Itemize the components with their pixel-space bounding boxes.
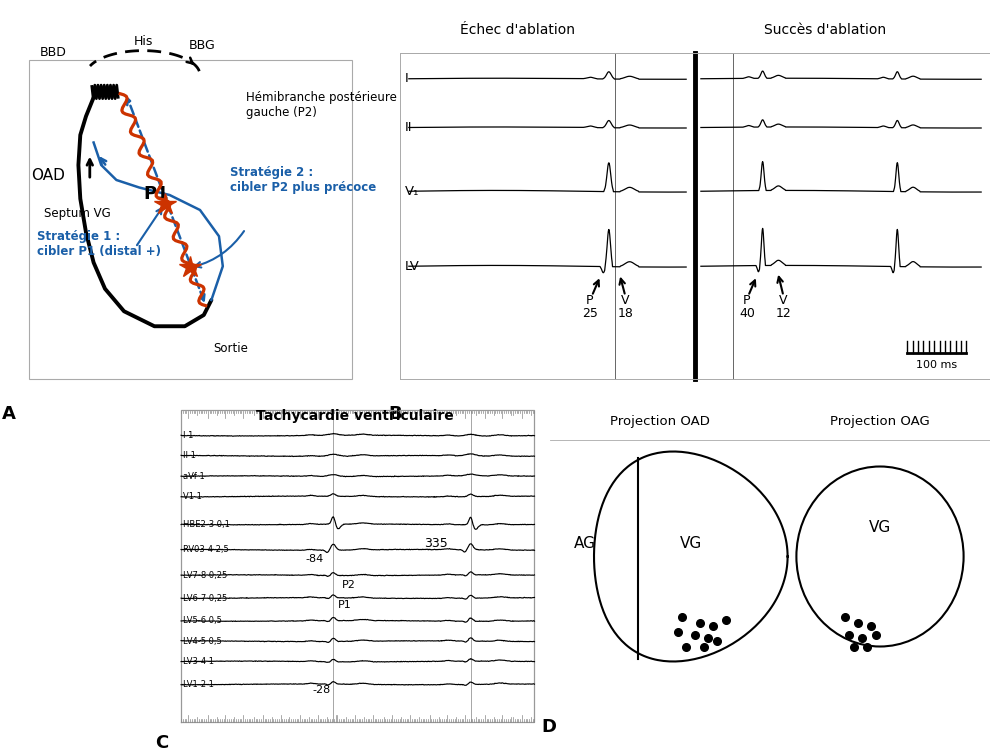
Text: A: A <box>2 405 16 423</box>
Text: Succès d'ablation: Succès d'ablation <box>764 22 886 37</box>
Text: 335: 335 <box>425 537 448 550</box>
Text: HBE2-3 0,1: HBE2-3 0,1 <box>183 520 230 529</box>
Text: Hémibranche postérieure
gauche (P2): Hémibranche postérieure gauche (P2) <box>246 92 396 119</box>
Text: 18: 18 <box>617 307 633 320</box>
Text: Stratégie 1 :
cibler P1 (distal +): Stratégie 1 : cibler P1 (distal +) <box>37 230 161 258</box>
Text: LV6-7 0,25: LV6-7 0,25 <box>183 593 227 602</box>
Text: 12: 12 <box>776 307 791 320</box>
Text: I: I <box>405 72 408 86</box>
Text: Septum VG: Septum VG <box>44 208 111 220</box>
Text: OAD: OAD <box>31 168 65 183</box>
Text: LV1-2 1: LV1-2 1 <box>183 680 214 688</box>
Text: aVf 1: aVf 1 <box>183 472 205 481</box>
Text: C: C <box>155 734 168 750</box>
Text: RV03-4 2,5: RV03-4 2,5 <box>183 545 229 554</box>
Text: Échec d'ablation: Échec d'ablation <box>460 22 576 37</box>
Text: 100 ms: 100 ms <box>916 359 957 370</box>
Text: 25: 25 <box>582 307 598 320</box>
Text: P: P <box>586 294 594 307</box>
Text: P2: P2 <box>342 580 356 590</box>
Text: Stratégie 2 :
cibler P2 plus précoce: Stratégie 2 : cibler P2 plus précoce <box>230 166 377 194</box>
Text: V₁: V₁ <box>405 184 419 198</box>
Text: V: V <box>779 294 788 307</box>
Text: B: B <box>388 405 402 423</box>
Text: Projection OAD: Projection OAD <box>610 415 710 428</box>
Text: D: D <box>541 718 556 736</box>
Text: LV5-6 0,5: LV5-6 0,5 <box>183 616 222 626</box>
Text: LV4-5 0,5: LV4-5 0,5 <box>183 637 222 646</box>
Text: VG: VG <box>680 536 702 550</box>
Text: P1: P1 <box>338 600 352 610</box>
Text: 40: 40 <box>739 307 755 320</box>
Text: II: II <box>405 121 412 134</box>
Text: BBG: BBG <box>189 39 215 52</box>
Text: -84: -84 <box>305 554 323 565</box>
Text: V1 1: V1 1 <box>183 492 202 501</box>
Text: Tachycardie ventriculaire: Tachycardie ventriculaire <box>256 410 454 423</box>
Text: BBD: BBD <box>40 46 67 59</box>
Text: Projection OAG: Projection OAG <box>830 415 930 428</box>
Text: VG: VG <box>869 520 891 536</box>
Text: His: His <box>133 35 153 48</box>
Text: Sortie: Sortie <box>213 343 248 355</box>
Text: II 1: II 1 <box>183 452 196 460</box>
Text: V: V <box>621 294 630 307</box>
Text: I 1: I 1 <box>183 431 193 440</box>
Text: -28: -28 <box>313 686 331 695</box>
Text: P1: P1 <box>143 184 169 202</box>
Text: LV: LV <box>405 260 420 273</box>
Text: LV3-4 1: LV3-4 1 <box>183 657 214 666</box>
Text: AG: AG <box>574 536 596 550</box>
Text: LV7-8 0,25: LV7-8 0,25 <box>183 571 227 580</box>
Text: P: P <box>743 294 751 307</box>
